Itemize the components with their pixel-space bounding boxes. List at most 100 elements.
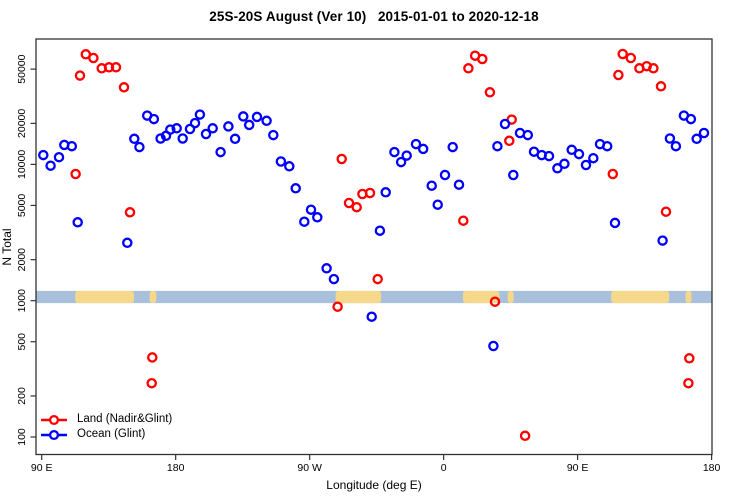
data-point-ocean — [129, 133, 140, 145]
data-point-ocean — [305, 204, 317, 215]
data-point-ocean — [238, 111, 249, 122]
data-point-ocean — [657, 235, 668, 246]
data-point-land — [124, 207, 136, 218]
legend-item-ocean: Ocean (Glint) — [40, 427, 172, 442]
data-point-ocean — [685, 113, 697, 125]
y-axis-label: N Total — [0, 228, 14, 265]
data-point-land — [489, 296, 501, 307]
data-point-ocean — [290, 183, 301, 194]
data-point-ocean — [609, 217, 621, 229]
data-point-ocean — [410, 138, 422, 150]
data-point-ocean — [670, 140, 682, 152]
land-marker-icon — [41, 414, 67, 425]
data-point-ocean — [184, 123, 196, 135]
map-strip-land-segment — [611, 290, 670, 304]
map-strip-land-segment — [75, 290, 134, 304]
data-point-land — [617, 48, 628, 60]
data-point-ocean — [53, 151, 65, 163]
data-point-land — [648, 63, 659, 74]
data-point-ocean — [559, 158, 570, 170]
data-point-ocean — [229, 133, 241, 145]
data-point-land — [147, 352, 158, 363]
data-point-ocean — [207, 123, 218, 134]
data-point-land — [655, 81, 667, 92]
data-point-land — [458, 215, 469, 226]
legend-item-land: Land (Nadir&Glint) — [40, 412, 172, 427]
data-point-ocean — [389, 146, 400, 158]
data-point-land — [683, 377, 694, 389]
data-point-ocean — [189, 117, 201, 129]
x-tick-label: 90 W — [297, 462, 322, 474]
data-point-ocean — [134, 141, 145, 153]
y-tick-label: 500 — [16, 333, 28, 351]
data-point-ocean — [522, 129, 534, 141]
data-point-ocean — [148, 113, 160, 125]
legend-label-ocean: Ocean (Glint) — [77, 428, 146, 440]
data-point-land — [660, 206, 672, 217]
data-point-ocean — [366, 311, 377, 322]
x-tick-label: 180 — [703, 462, 721, 474]
data-point-land — [88, 52, 99, 64]
data-point-ocean — [374, 225, 386, 236]
data-point-ocean — [492, 140, 503, 152]
data-point-ocean — [380, 187, 391, 198]
map-strip-land-segment — [507, 290, 514, 304]
data-point-land — [343, 197, 355, 209]
data-point-ocean — [165, 124, 176, 135]
data-point-ocean — [328, 273, 340, 285]
x-axis-label: Longitude (deg E) — [326, 478, 421, 492]
x-tick-label: 180 — [167, 462, 185, 474]
y-tick-label: 50000 — [16, 54, 28, 83]
data-point-land — [519, 430, 531, 442]
data-point-ocean — [439, 169, 451, 181]
data-point-ocean — [312, 212, 323, 223]
data-point-ocean — [66, 140, 78, 152]
legend-label-land: Land (Nadir&Glint) — [77, 413, 173, 425]
data-point-ocean — [543, 150, 555, 162]
data-point-land — [364, 187, 376, 199]
y-tick-label: 200 — [16, 387, 28, 405]
data-point-ocean — [552, 163, 563, 174]
data-point-land — [103, 62, 115, 73]
data-point-ocean — [691, 133, 702, 145]
y-tick-label: 10000 — [16, 150, 28, 179]
data-point-ocean — [194, 109, 206, 120]
data-point-ocean — [251, 111, 263, 123]
data-point-ocean — [45, 160, 56, 171]
data-point-ocean — [38, 149, 49, 161]
data-point-ocean — [321, 263, 332, 274]
data-point-land — [118, 82, 130, 93]
data-point-land — [613, 69, 624, 81]
data-point-ocean — [664, 133, 676, 144]
data-point-ocean — [401, 150, 412, 161]
data-point-ocean — [488, 340, 499, 352]
data-point-land — [625, 52, 637, 64]
data-point-ocean — [223, 121, 234, 132]
data-point-ocean — [243, 119, 255, 131]
data-point-land — [336, 153, 347, 165]
y-tick-label: 5000 — [16, 194, 28, 218]
x-tick-label: 90 E — [31, 462, 53, 474]
data-point-ocean — [200, 128, 212, 140]
map-strip-land-segment — [685, 290, 692, 304]
y-tick-label: 100 — [16, 428, 28, 446]
data-point-ocean — [698, 127, 710, 139]
legend: Land (Nadir&Glint) Ocean (Glint) — [40, 412, 172, 442]
data-point-ocean — [261, 115, 272, 127]
data-point-land — [74, 70, 86, 81]
data-point-ocean — [432, 199, 443, 210]
data-point-ocean — [588, 152, 599, 164]
data-point-land — [463, 63, 474, 74]
data-point-ocean — [72, 217, 83, 228]
data-point-ocean — [177, 133, 188, 144]
map-strip-land-segment — [149, 290, 157, 304]
map-strip-land-segment — [335, 290, 382, 304]
data-point-ocean — [268, 129, 279, 141]
data-point-ocean — [573, 148, 585, 160]
ocean-marker-icon — [41, 429, 67, 440]
data-point-ocean — [299, 216, 310, 227]
y-tick-label: 1000 — [16, 289, 28, 313]
data-point-ocean — [580, 159, 592, 171]
data-point-ocean — [284, 161, 295, 172]
